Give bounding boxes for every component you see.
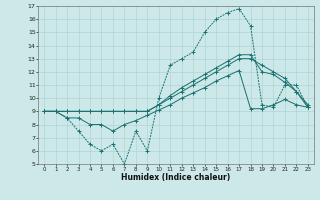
X-axis label: Humidex (Indice chaleur): Humidex (Indice chaleur) xyxy=(121,173,231,182)
